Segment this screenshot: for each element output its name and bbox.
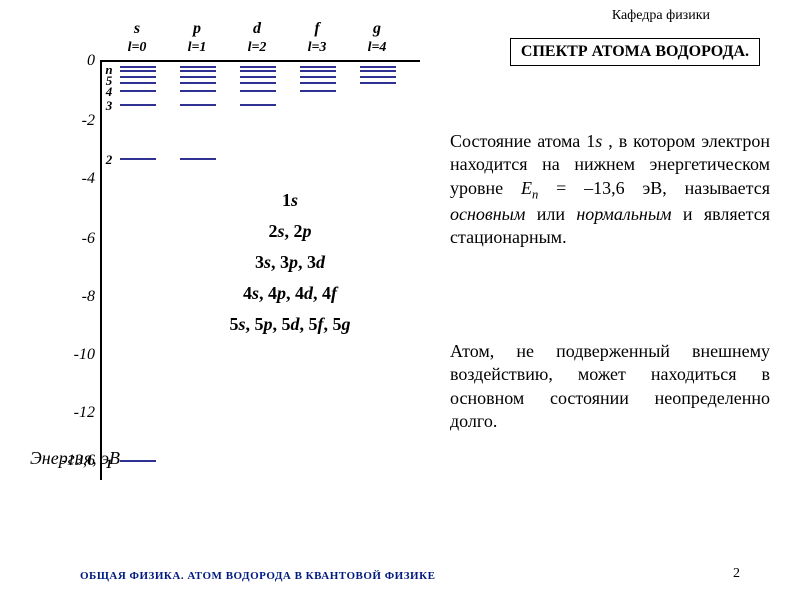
energy-level-line <box>240 66 276 68</box>
footer: ОБЩАЯ ФИЗИКА. АТОМ ВОДОРОДА В КВАНТОВОЙ … <box>80 570 435 582</box>
ytick: -4 <box>55 170 95 188</box>
energy-level-line <box>120 90 156 92</box>
state-row: 2s, 2p <box>190 221 390 242</box>
paragraph-1: Состояние атома 1s , в котором электрон … <box>450 130 770 250</box>
l-value-label: l=1 <box>172 40 222 56</box>
ytick: -10 <box>55 346 95 364</box>
ytick: -2 <box>55 112 95 130</box>
energy-level-line <box>240 104 276 106</box>
ytick: -12 <box>55 404 95 422</box>
orbital-label: p <box>172 20 222 38</box>
orbital-label: f <box>292 20 342 38</box>
y-axis <box>100 60 102 480</box>
energy-level-line <box>180 82 216 84</box>
l-value-label: l=3 <box>292 40 342 56</box>
l-value-label: l=2 <box>232 40 282 56</box>
energy-level-line <box>360 70 396 72</box>
energy-level-line <box>360 66 396 68</box>
y-axis-label: Энергия, эВ <box>30 448 120 469</box>
energy-level-line <box>240 90 276 92</box>
state-list: 1s 2s, 2p 3s, 3p, 3d 4s, 4p, 4d, 4f 5s, 5p, … <box>190 190 390 345</box>
paragraph-2: Атом, не подверженный внешнему воздейств… <box>450 340 770 434</box>
energy-level-line <box>180 70 216 72</box>
energy-level-line <box>240 76 276 78</box>
energy-level-line <box>120 70 156 72</box>
orbital-label: d <box>232 20 282 38</box>
orbital-label: g <box>352 20 402 38</box>
energy-level-line <box>360 82 396 84</box>
state-row: 5s, 5p, 5d, 5f, 5g <box>190 314 390 335</box>
energy-level-line <box>240 82 276 84</box>
energy-level-line <box>300 66 336 68</box>
l-value-label: l=0 <box>112 40 162 56</box>
n-label: 3 <box>102 98 116 114</box>
energy-level-line <box>300 70 336 72</box>
state-row: 1s <box>190 190 390 211</box>
energy-level-line <box>120 158 156 160</box>
page-title: СПЕКТР АТОМА ВОДОРОДА. <box>510 38 760 66</box>
energy-level-line <box>300 90 336 92</box>
energy-level-line <box>360 76 396 78</box>
energy-level-line <box>120 104 156 106</box>
l-value-label: l=4 <box>352 40 402 56</box>
energy-level-line <box>180 76 216 78</box>
energy-level-line <box>180 90 216 92</box>
n-label: 2 <box>102 152 116 168</box>
ytick: -6 <box>55 230 95 248</box>
state-row: 4s, 4p, 4d, 4f <box>190 283 390 304</box>
energy-level-line <box>180 66 216 68</box>
state-row: 3s, 3p, 3d <box>190 252 390 273</box>
department-label: Кафедра физики <box>612 8 710 24</box>
energy-level-line <box>180 104 216 106</box>
energy-level-line <box>120 460 156 462</box>
orbital-label: s <box>112 20 162 38</box>
page-number: 2 <box>733 566 740 582</box>
energy-level-line <box>180 158 216 160</box>
top-axis <box>100 60 420 62</box>
ytick: -8 <box>55 288 95 306</box>
energy-level-line <box>240 70 276 72</box>
energy-level-line <box>120 82 156 84</box>
energy-level-line <box>300 82 336 84</box>
energy-level-line <box>300 76 336 78</box>
energy-level-line <box>120 66 156 68</box>
energy-level-line <box>120 76 156 78</box>
ytick: 0 <box>55 52 95 70</box>
